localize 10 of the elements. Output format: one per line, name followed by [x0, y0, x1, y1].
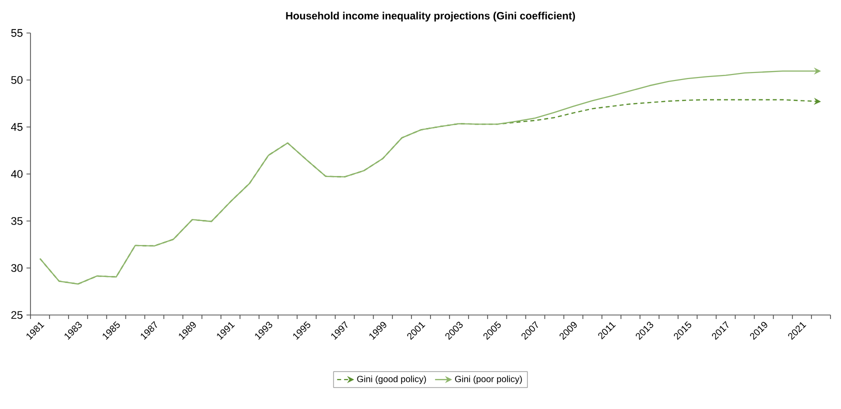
- legend-label: Gini (good policy): [357, 376, 426, 384]
- y-tick-label: 55: [11, 29, 22, 37]
- y-tick-label: 50: [11, 76, 23, 84]
- legend-label: Gini (poor policy): [455, 376, 522, 384]
- y-tick-label: 40: [11, 170, 23, 178]
- y-tick-label: 25: [11, 311, 22, 319]
- y-tick-label: 30: [11, 264, 23, 272]
- chart-title: Household income inequality projections (Gini coefficient): [286, 12, 575, 22]
- y-tick-label: 35: [11, 217, 22, 225]
- y-tick-label: 45: [11, 123, 22, 131]
